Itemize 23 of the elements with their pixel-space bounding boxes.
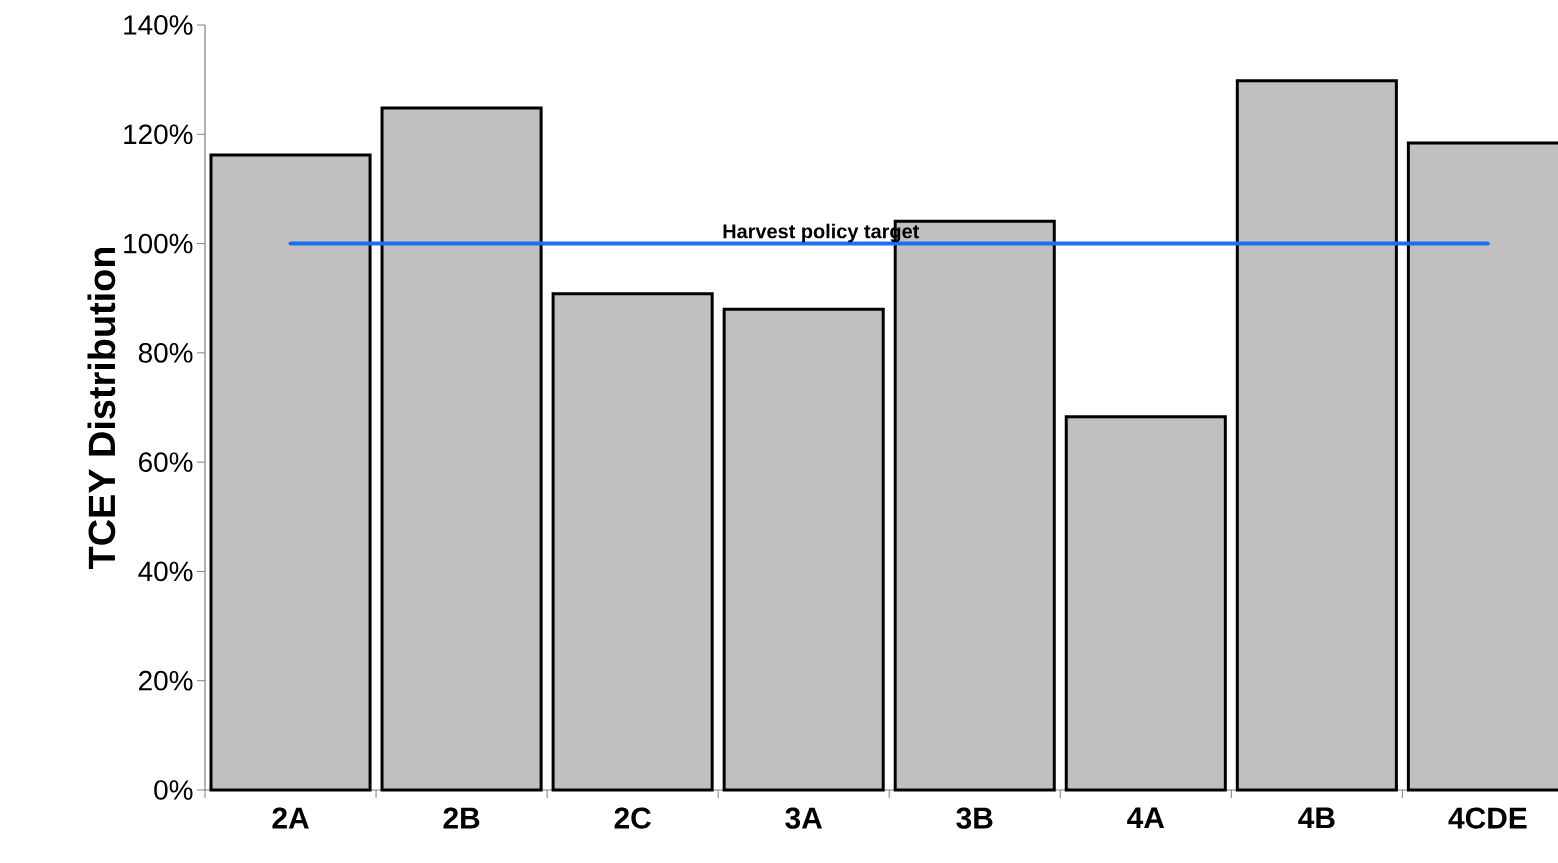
x-tick-label: 2B [443, 807, 480, 829]
bar [1064, 415, 1227, 792]
y-tick-label: 120% [124, 124, 193, 145]
x-tick-label: 4A [1127, 807, 1165, 829]
x-tick-label: 4CDE [1448, 807, 1527, 829]
y-tick-label: 0% [154, 780, 193, 800]
x-tick-label: 3B [956, 807, 993, 829]
bar [380, 106, 543, 792]
bar [209, 153, 372, 792]
x-tick-label: 2A [272, 807, 309, 829]
y-tick-label: 60% [139, 452, 193, 473]
y-axis-title: TCEY Distribution [87, 247, 116, 570]
x-tick-label: 4B [1298, 807, 1335, 829]
y-tick-label: 140% [124, 15, 193, 35]
y-tick-label: 40% [138, 561, 193, 582]
x-tick-label: 2C [614, 807, 651, 829]
bar [1235, 79, 1398, 792]
y-tick-label: 20% [139, 670, 193, 691]
y-tick-label: 80% [138, 342, 193, 363]
y-tick-label: 100% [124, 233, 193, 254]
bar [722, 307, 885, 792]
x-tick-label: 3A [785, 807, 822, 829]
bar [551, 292, 714, 792]
